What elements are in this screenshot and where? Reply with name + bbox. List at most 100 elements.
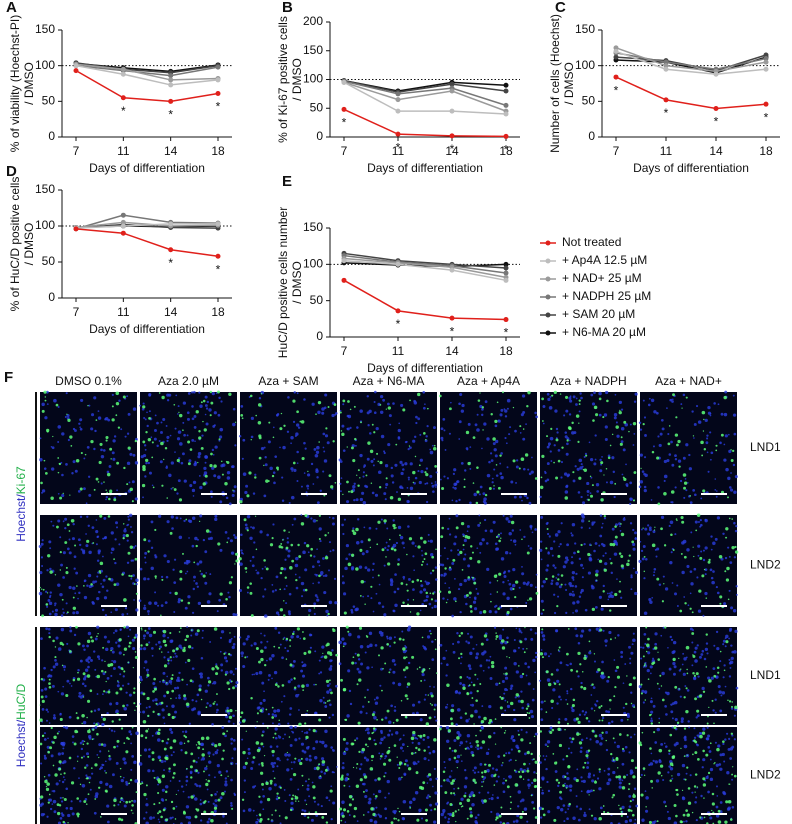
nucleus (122, 533, 126, 538)
nucleus (348, 814, 351, 816)
nucleus (312, 519, 317, 523)
marker-signal (524, 453, 529, 457)
nucleus (462, 557, 466, 561)
nucleus (479, 542, 483, 546)
nucleus (348, 785, 351, 788)
nucleus (380, 518, 383, 521)
nucleus (370, 597, 373, 600)
marker-signal (495, 632, 497, 634)
nucleus (616, 578, 618, 580)
marker-signal (555, 438, 559, 442)
data-point (663, 97, 669, 103)
nucleus (483, 776, 487, 779)
marker-signal (560, 583, 563, 586)
nucleus (712, 570, 715, 573)
nucleus (353, 498, 356, 502)
nucleus (429, 448, 432, 451)
nucleus (418, 516, 422, 520)
marker-signal (428, 773, 432, 777)
marker-signal (506, 610, 510, 615)
nucleus (266, 640, 269, 643)
nucleus (346, 773, 349, 776)
marker-signal (66, 413, 68, 415)
marker-signal (162, 679, 165, 682)
marker-signal (56, 811, 61, 816)
nucleus (704, 418, 708, 423)
marker-signal (609, 708, 611, 710)
marker-signal (568, 426, 572, 431)
nucleus (509, 587, 514, 591)
nucleus (715, 630, 719, 634)
nucleus (87, 631, 92, 636)
marker-signal (66, 523, 70, 527)
nucleus (191, 646, 194, 650)
marker-signal (144, 629, 147, 632)
nucleus (224, 734, 227, 738)
marker-signal (142, 405, 146, 409)
nucleus (506, 466, 509, 469)
nucleus (117, 644, 121, 648)
marker-signal (167, 659, 170, 662)
marker-signal (134, 557, 138, 561)
nucleus (393, 636, 396, 639)
nucleus (691, 664, 694, 667)
nucleus (286, 758, 289, 761)
y-tick-label: 100 (303, 72, 323, 86)
nucleus (57, 425, 62, 429)
nucleus (386, 635, 389, 638)
marker-signal (56, 732, 59, 735)
nucleus (132, 407, 137, 411)
nucleus (579, 466, 583, 470)
marker-signal (340, 775, 344, 779)
panel-label: D (6, 163, 17, 180)
nucleus (593, 391, 596, 395)
nucleus (482, 492, 486, 496)
nucleus (283, 636, 286, 639)
nucleus (469, 742, 472, 745)
significance-mark: * (396, 140, 401, 154)
nucleus (404, 676, 407, 679)
nucleus (594, 434, 597, 437)
nucleus (112, 457, 116, 461)
nucleus (48, 632, 51, 635)
nucleus (620, 426, 625, 431)
marker-signal (172, 739, 177, 743)
nucleus (607, 721, 611, 725)
marker-signal (187, 658, 191, 663)
nucleus (369, 643, 373, 648)
nucleus (546, 678, 551, 682)
marker-signal (129, 487, 133, 492)
nucleus (400, 403, 404, 407)
nucleus (51, 446, 55, 450)
marker-signal (260, 742, 264, 746)
nucleus (199, 799, 202, 801)
nucleus (144, 660, 148, 664)
nucleus (518, 629, 522, 633)
nucleus (456, 730, 460, 735)
nucleus (639, 540, 642, 543)
nucleus (49, 807, 53, 811)
nucleus (412, 588, 415, 591)
nucleus (361, 552, 365, 556)
marker-signal (249, 582, 252, 585)
nucleus (357, 518, 360, 521)
nucleus (427, 745, 430, 749)
nucleus (79, 427, 83, 431)
marker-signal (423, 749, 426, 752)
marker-signal (46, 782, 50, 786)
nucleus (594, 704, 598, 707)
nucleus (710, 576, 714, 580)
marker-signal (245, 730, 247, 732)
marker-signal (266, 726, 269, 729)
marker-signal (440, 535, 444, 539)
nucleus (303, 472, 306, 474)
marker-signal (141, 483, 146, 488)
nucleus (375, 427, 379, 431)
nucleus (212, 453, 215, 456)
marker-signal (593, 653, 596, 655)
nucleus (388, 636, 393, 640)
marker-signal (86, 674, 91, 678)
nucleus (515, 744, 519, 749)
nucleus (379, 684, 382, 687)
marker-signal (80, 451, 83, 455)
